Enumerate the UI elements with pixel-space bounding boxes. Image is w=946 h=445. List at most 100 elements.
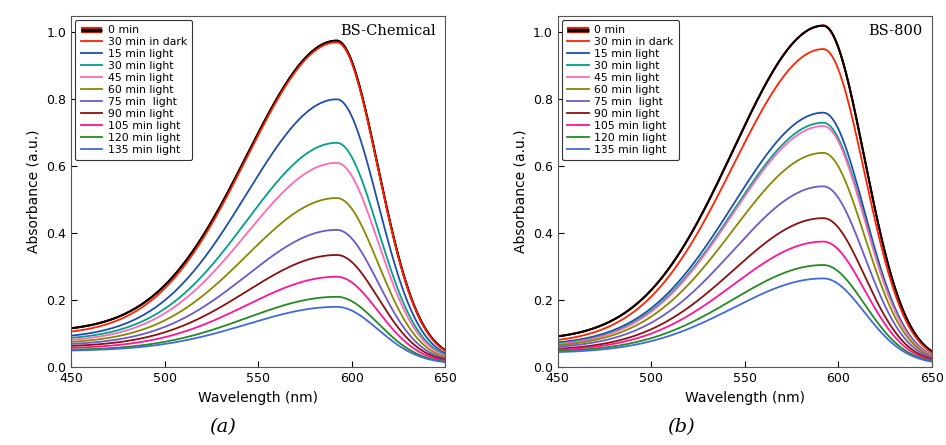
- 105 min light: [773, 252, 784, 257]
- 120 min light: [348, 299, 359, 305]
- Line: 75 min  light: 75 min light: [557, 186, 932, 358]
- 15 min light: [162, 295, 173, 301]
- X-axis label: Wavelength (nm): Wavelength (nm): [198, 391, 318, 405]
- 105 min light: [348, 281, 359, 286]
- 15 min light: [618, 323, 629, 328]
- 105 min light: [440, 358, 451, 364]
- 0 min: [162, 280, 173, 286]
- Line: 135 min light: 135 min light: [71, 307, 446, 362]
- Line: 15 min light: 15 min light: [71, 99, 446, 353]
- 75 min  light: [315, 229, 326, 235]
- 60 min light: [552, 343, 563, 348]
- 0 min: [235, 166, 246, 171]
- 75 min  light: [65, 341, 77, 347]
- 90 min light: [926, 356, 937, 362]
- 135 min light: [331, 304, 342, 310]
- 15 min light: [286, 125, 297, 130]
- 105 min light: [802, 241, 814, 246]
- 0 min: [834, 49, 846, 55]
- 30 min in dark: [817, 46, 829, 52]
- 60 min light: [348, 208, 359, 214]
- 0 min: [286, 73, 297, 78]
- 120 min light: [817, 263, 829, 268]
- 135 min light: [773, 285, 784, 290]
- 75 min  light: [131, 333, 143, 338]
- Line: 30 min light: 30 min light: [557, 123, 932, 356]
- 90 min light: [721, 273, 732, 279]
- 75 min  light: [618, 332, 629, 338]
- 60 min light: [315, 198, 326, 203]
- 105 min light: [131, 340, 143, 345]
- 30 min light: [618, 325, 629, 330]
- Line: 90 min light: 90 min light: [71, 255, 446, 360]
- 135 min light: [162, 341, 173, 346]
- Line: 105 min light: 105 min light: [557, 242, 932, 360]
- 90 min light: [235, 293, 246, 298]
- Line: 45 min light: 45 min light: [557, 126, 932, 356]
- 30 min light: [235, 227, 246, 232]
- 135 min light: [618, 344, 629, 349]
- 15 min light: [348, 117, 359, 123]
- 90 min light: [331, 252, 342, 258]
- 60 min light: [802, 153, 814, 158]
- 45 min light: [721, 220, 732, 226]
- 45 min light: [131, 324, 143, 329]
- Y-axis label: Absorbance (a.u.): Absorbance (a.u.): [26, 129, 41, 253]
- 30 min in dark: [552, 337, 563, 343]
- 30 min in dark: [440, 348, 451, 354]
- 75 min  light: [331, 227, 342, 233]
- 45 min light: [618, 326, 629, 331]
- 0 min: [817, 23, 829, 28]
- 30 min light: [131, 321, 143, 326]
- 30 min in dark: [315, 44, 326, 49]
- 45 min light: [162, 309, 173, 315]
- 0 min: [440, 348, 451, 353]
- 60 min light: [618, 328, 629, 334]
- Y-axis label: Absorbance (a.u.): Absorbance (a.u.): [513, 129, 527, 253]
- 0 min: [648, 285, 659, 290]
- 135 min light: [926, 359, 937, 364]
- 135 min light: [286, 309, 297, 315]
- 105 min light: [926, 357, 937, 363]
- 0 min: [773, 61, 784, 66]
- 60 min light: [926, 354, 937, 360]
- 105 min light: [618, 339, 629, 344]
- 75 min  light: [162, 323, 173, 328]
- 90 min light: [773, 231, 784, 236]
- 120 min light: [618, 342, 629, 348]
- 30 min light: [721, 218, 732, 223]
- Line: 105 min light: 105 min light: [71, 277, 446, 361]
- 120 min light: [315, 295, 326, 300]
- 60 min light: [331, 195, 342, 201]
- 105 min light: [65, 345, 77, 351]
- 30 min in dark: [648, 291, 659, 297]
- 75 min  light: [926, 355, 937, 360]
- X-axis label: Wavelength (nm): Wavelength (nm): [685, 391, 805, 405]
- 0 min: [65, 326, 77, 331]
- 105 min light: [721, 287, 732, 292]
- 60 min light: [817, 150, 829, 155]
- Line: 30 min in dark: 30 min in dark: [71, 42, 446, 351]
- 60 min light: [131, 329, 143, 334]
- Text: BS-800: BS-800: [868, 24, 922, 38]
- 30 min light: [648, 306, 659, 312]
- 75 min  light: [817, 184, 829, 189]
- 0 min: [315, 42, 326, 48]
- 105 min light: [286, 283, 297, 288]
- 0 min: [131, 304, 143, 310]
- Text: BS-Chemical: BS-Chemical: [341, 24, 436, 38]
- 0 min: [618, 311, 629, 316]
- 60 min light: [834, 167, 846, 172]
- Line: 30 min light: 30 min light: [71, 143, 446, 355]
- 135 min light: [802, 277, 814, 282]
- 0 min: [552, 334, 563, 339]
- 120 min light: [773, 273, 784, 278]
- 15 min light: [834, 130, 846, 135]
- 75 min  light: [721, 255, 732, 260]
- 90 min light: [802, 218, 814, 223]
- 75 min  light: [773, 203, 784, 208]
- 30 min light: [440, 352, 451, 358]
- 90 min light: [817, 215, 829, 221]
- 120 min light: [65, 347, 77, 352]
- 30 min in dark: [348, 65, 359, 70]
